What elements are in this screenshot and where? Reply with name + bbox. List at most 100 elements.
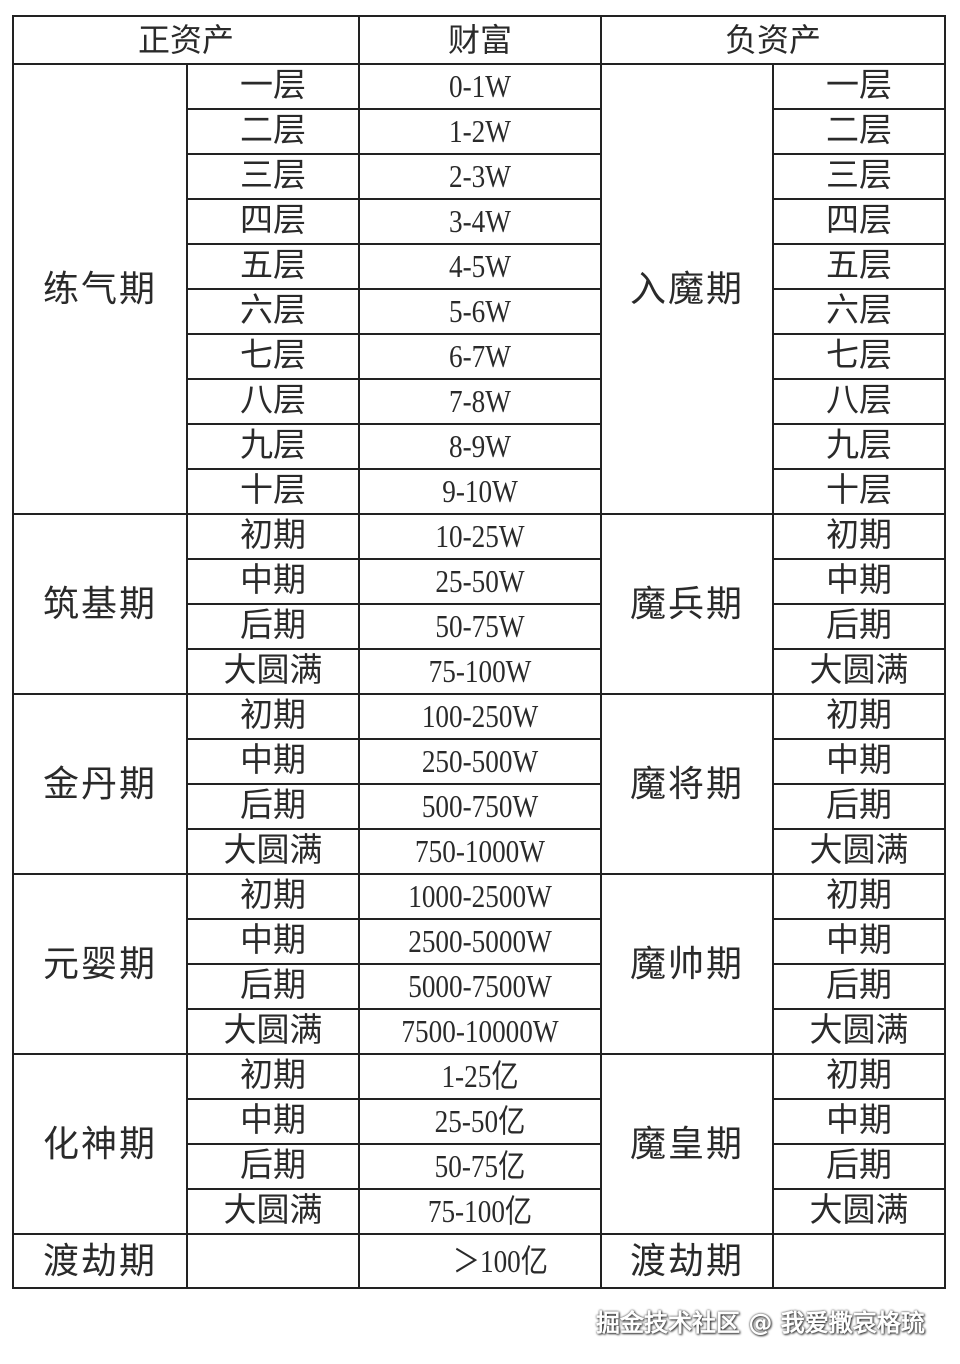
neg-stage-cell: 九层 [772, 423, 947, 470]
neg-stage-cell: 中期 [772, 1098, 947, 1145]
neg-stage-cell: 中期 [772, 918, 947, 965]
table-row: 化神期 初期 1-25亿 魔皇期 初期 [12, 1053, 947, 1235]
neg-realm-cell: 入魔期 [600, 63, 775, 515]
wealth-cell: 9-10W [376, 468, 584, 515]
realm-cell: 金丹期 [12, 693, 188, 875]
wealth-cell: 7-8W [376, 378, 584, 425]
wealth-cell: 1000-2500W [376, 873, 584, 920]
stage-cell: 中期 [185, 558, 361, 605]
stage-cell: 五层 [185, 243, 361, 290]
stage-cell: 中期 [185, 918, 361, 965]
table-row: 中期 250-500W 中期 [13, 738, 947, 785]
table-row: 十层 9-10W 十层 [13, 468, 947, 515]
table-row: 五层 4-5W 五层 [13, 243, 947, 290]
table-row: 练气期 一层 0-1W 入魔期 一层 [12, 63, 947, 515]
stage-cell: 大圆满 [185, 1008, 361, 1055]
stage-cell: 初期 [185, 873, 361, 920]
neg-stage-cell: 后期 [772, 1143, 947, 1190]
wealth-cell: 50-75亿 [376, 1143, 584, 1190]
wealth-cell: 2500-5000W [376, 918, 584, 965]
neg-stage-cell: 大圆满 [772, 1188, 947, 1235]
neg-stage-cell: 初期 [772, 513, 947, 560]
table-row: 后期 50-75W 后期 [13, 603, 947, 650]
neg-stage-cell: 后期 [772, 783, 947, 830]
table-row: 四层 3-4W 四层 [13, 198, 947, 245]
neg-stage-cell: 初期 [772, 1053, 947, 1100]
table-row: 中期 25-50亿 中期 [13, 1098, 947, 1145]
stage-cell: 十层 [185, 468, 361, 515]
stage-cell: 初期 [185, 693, 361, 740]
stage-cell: 初期 [185, 513, 361, 560]
stage-cell: 中期 [185, 738, 361, 785]
neg-stage-cell [772, 1233, 947, 1289]
table-row: 二层 1-2W 二层 [13, 108, 947, 155]
stage-cell: 八层 [185, 378, 361, 425]
table-row: 大圆满 750-1000W 大圆满 [13, 828, 947, 875]
header-negative: 负资产 [600, 15, 947, 65]
realm-cell: 化神期 [12, 1053, 188, 1235]
wealth-cell: 250-500W [376, 738, 584, 785]
wealth-cell: 5-6W [376, 288, 584, 335]
header-wealth: 财富 [358, 15, 603, 65]
stage-cell: 大圆满 [185, 1188, 361, 1235]
wealth-cell: 25-50W [376, 558, 584, 605]
neg-stage-cell: 四层 [772, 198, 947, 245]
neg-stage-cell: 二层 [772, 108, 947, 155]
table-row: 后期 50-75亿 后期 [13, 1143, 947, 1190]
table-row: 金丹期 初期 100-250W 魔将期 初期 [12, 693, 947, 875]
realm-cell: 元婴期 [12, 873, 188, 1055]
cultivation-wealth-table: 正资产 财富 负资产 练气期 一层 0-1W 入魔期 一层 二层 1-2W 二层 三层 2-3W 三… [11, 15, 947, 1289]
table-row: 后期 5000-7500W 后期 [13, 963, 947, 1010]
table-row: 六层 5-6W 六层 [13, 288, 947, 335]
wealth-cell: 5000-7500W [376, 963, 584, 1010]
wealth-cell: 100-250W [376, 693, 584, 740]
realm-cell: 筑基期 [12, 513, 188, 695]
realm-cell: 练气期 [12, 63, 188, 515]
stage-cell: 大圆满 [185, 828, 361, 875]
table-row: 七层 6-7W 七层 [13, 333, 947, 380]
neg-realm-cell: 魔帅期 [600, 873, 775, 1055]
neg-stage-cell: 后期 [772, 963, 947, 1010]
table-row: 中期 2500-5000W 中期 [13, 918, 947, 965]
neg-stage-cell: 七层 [772, 333, 947, 380]
wealth-cell: 50-75W [376, 603, 584, 650]
wealth-cell: 7500-10000W [376, 1008, 584, 1055]
neg-realm-cell: 魔将期 [600, 693, 775, 875]
stage-cell: 初期 [185, 1053, 361, 1100]
wealth-cell: 3-4W [376, 198, 584, 245]
neg-stage-cell: 八层 [772, 378, 947, 425]
neg-stage-cell: 大圆满 [772, 648, 947, 695]
stage-cell: 中期 [185, 1098, 361, 1145]
wealth-cell: 1-25亿 [376, 1053, 584, 1100]
table-row: 元婴期 初期 1000-2500W 魔帅期 初期 [12, 873, 947, 1055]
stage-cell: 大圆满 [185, 648, 361, 695]
stage-cell: 九层 [185, 423, 361, 470]
neg-stage-cell: 后期 [772, 603, 947, 650]
neg-stage-cell: 大圆满 [772, 828, 947, 875]
table-row-last: 渡劫期 ＞100亿 渡劫期 [12, 1233, 947, 1289]
header-positive: 正资产 [11, 15, 361, 65]
wealth-cell: ＞100亿 [376, 1233, 584, 1289]
neg-stage-cell: 初期 [772, 873, 947, 920]
header-row: 正资产 财富 负资产 [11, 15, 947, 65]
wealth-cell: 500-750W [376, 783, 584, 830]
neg-realm-cell: 魔皇期 [600, 1053, 775, 1235]
neg-realm-cell: 魔兵期 [600, 513, 775, 695]
neg-stage-cell: 六层 [772, 288, 947, 335]
neg-stage-cell: 一层 [772, 63, 947, 110]
stage-cell: 四层 [185, 198, 361, 245]
table-row: 八层 7-8W 八层 [13, 378, 947, 425]
stage-cell: 六层 [185, 288, 361, 335]
neg-realm-cell: 渡劫期 [600, 1233, 775, 1289]
table-row: 大圆满 7500-10000W 大圆满 [13, 1008, 947, 1055]
neg-stage-cell: 大圆满 [772, 1008, 947, 1055]
table-row: 中期 25-50W 中期 [13, 558, 947, 605]
wealth-cell: 10-25W [376, 513, 584, 560]
neg-stage-cell: 三层 [772, 153, 947, 200]
wealth-cell: 8-9W [376, 423, 584, 470]
stage-cell [185, 1233, 361, 1289]
wealth-cell: 1-2W [376, 108, 584, 155]
wealth-cell: 6-7W [376, 333, 584, 380]
stage-cell: 后期 [185, 963, 361, 1010]
neg-stage-cell: 五层 [772, 243, 947, 290]
